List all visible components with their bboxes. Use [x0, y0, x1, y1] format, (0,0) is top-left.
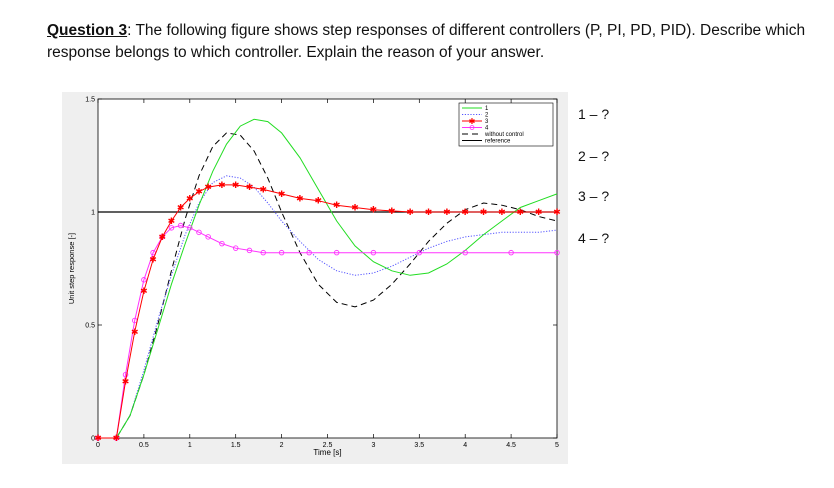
series-point [168, 225, 175, 231]
series-line [98, 225, 557, 439]
question-body: : The following figure shows step respon… [47, 22, 806, 61]
x-tick-label: 3.5 [414, 442, 424, 449]
series-point: ✱ [195, 188, 203, 198]
legend-label: without control [484, 132, 524, 138]
x-tick-label: 1.5 [231, 442, 241, 449]
series-point [278, 249, 285, 256]
series-point [159, 234, 166, 240]
series-point: ✱ [553, 208, 561, 218]
series-point: ✱ [246, 183, 254, 193]
question-label: Question 3 [47, 22, 128, 39]
x-tick-label: 4.5 [506, 442, 516, 449]
series-point [370, 249, 377, 256]
y-tick-label: 0 [91, 436, 95, 443]
x-tick-label: 2 [280, 442, 284, 449]
series-point: ✱ [388, 207, 396, 217]
x-tick-label: 0 [96, 442, 100, 449]
series-point: ✱ [218, 181, 226, 191]
series-point: ✱ [232, 181, 240, 191]
series-point: ✱ [122, 378, 130, 388]
series-point [205, 234, 211, 240]
series-point [508, 249, 514, 256]
series-point: ✱ [517, 208, 525, 218]
legend-box [458, 102, 554, 147]
x-tick-label: 3 [371, 442, 375, 449]
series-point: ✱ [186, 194, 194, 204]
step-response-chart: 0 0.5 1 1.5 2 2.5 3 3.5 4 4.5 5 0 0.5 1 1.5 Time [s] Uni… [67, 97, 561, 458]
series-point: ✱ [351, 203, 359, 213]
series-point: ✱ [480, 208, 488, 218]
series-point [554, 249, 560, 256]
legend-label: reference [485, 139, 511, 145]
x-axis-label: Time [s] [313, 448, 341, 457]
series-line [98, 118, 558, 439]
answer-4: 4 – ? [578, 230, 610, 246]
series-point [141, 277, 147, 283]
legend-label: 4 [485, 126, 489, 132]
question-text: Question 3: The following figure shows s… [47, 20, 817, 64]
legend-label: 3 [485, 119, 489, 125]
y-tick-label: 1 [91, 210, 95, 217]
series-point: ✱ [177, 203, 185, 213]
y-axis-label: Unit step response [-] [67, 233, 76, 304]
series-point [333, 249, 340, 256]
series-point: ✱ [278, 190, 286, 200]
series-point [122, 371, 129, 378]
series-point: ✱ [204, 183, 212, 193]
series-point [187, 225, 193, 231]
answer-3: 3 – ? [578, 188, 610, 204]
series-line [98, 175, 558, 439]
step-response-figure: 0 0.5 1 1.5 2 2.5 3 3.5 4 4.5 5 0 0.5 1 1.5 Time [s] Uni… [62, 92, 568, 464]
series-point [232, 245, 239, 251]
series-point: ✱ [296, 194, 304, 204]
series-point: ✱ [140, 287, 148, 297]
series-point: ✱ [149, 255, 157, 265]
legend-marker [469, 125, 475, 130]
series-point [462, 249, 468, 256]
series-point: ✱ [113, 434, 121, 444]
series-point: ✱ [406, 208, 414, 218]
plot-area [97, 98, 558, 439]
legend-label: 1 [485, 106, 489, 112]
x-tick-label: 0.5 [139, 442, 149, 449]
series-point: ✱ [425, 208, 433, 218]
series-point: ✱ [259, 185, 267, 195]
series-point: ✱ [370, 206, 378, 216]
answer-2: 2 – ? [578, 148, 610, 164]
x-tick-label: 2.5 [323, 442, 333, 449]
series-point: ✱ [94, 434, 102, 444]
y-tick-label: 1.5 [85, 97, 95, 104]
series-point: ✱ [158, 233, 166, 243]
series-point [246, 247, 253, 254]
series-point [219, 240, 225, 247]
legend-marker: ✱ [469, 117, 476, 126]
series-point: ✱ [333, 201, 341, 211]
series-point [177, 222, 184, 229]
series-point: ✱ [461, 208, 469, 218]
series-point: ✱ [535, 208, 543, 218]
series-point [196, 229, 202, 236]
series-point: ✱ [498, 208, 506, 218]
series-point [416, 249, 423, 256]
series-point [306, 249, 312, 256]
series-point [260, 249, 266, 256]
x-tick-label: 1 [188, 442, 192, 449]
series-point: ✱ [131, 328, 139, 338]
series-point: ✱ [315, 197, 323, 207]
series-point: ✱ [443, 208, 451, 218]
series-line [98, 184, 557, 439]
answer-1: 1 – ? [578, 106, 610, 122]
x-tick-label: 5 [555, 442, 559, 449]
legend-label: 2 [485, 113, 489, 119]
series-point: ✱ [168, 217, 176, 227]
y-tick-label: 0.5 [85, 323, 95, 330]
x-tick-label: 4 [463, 442, 467, 449]
